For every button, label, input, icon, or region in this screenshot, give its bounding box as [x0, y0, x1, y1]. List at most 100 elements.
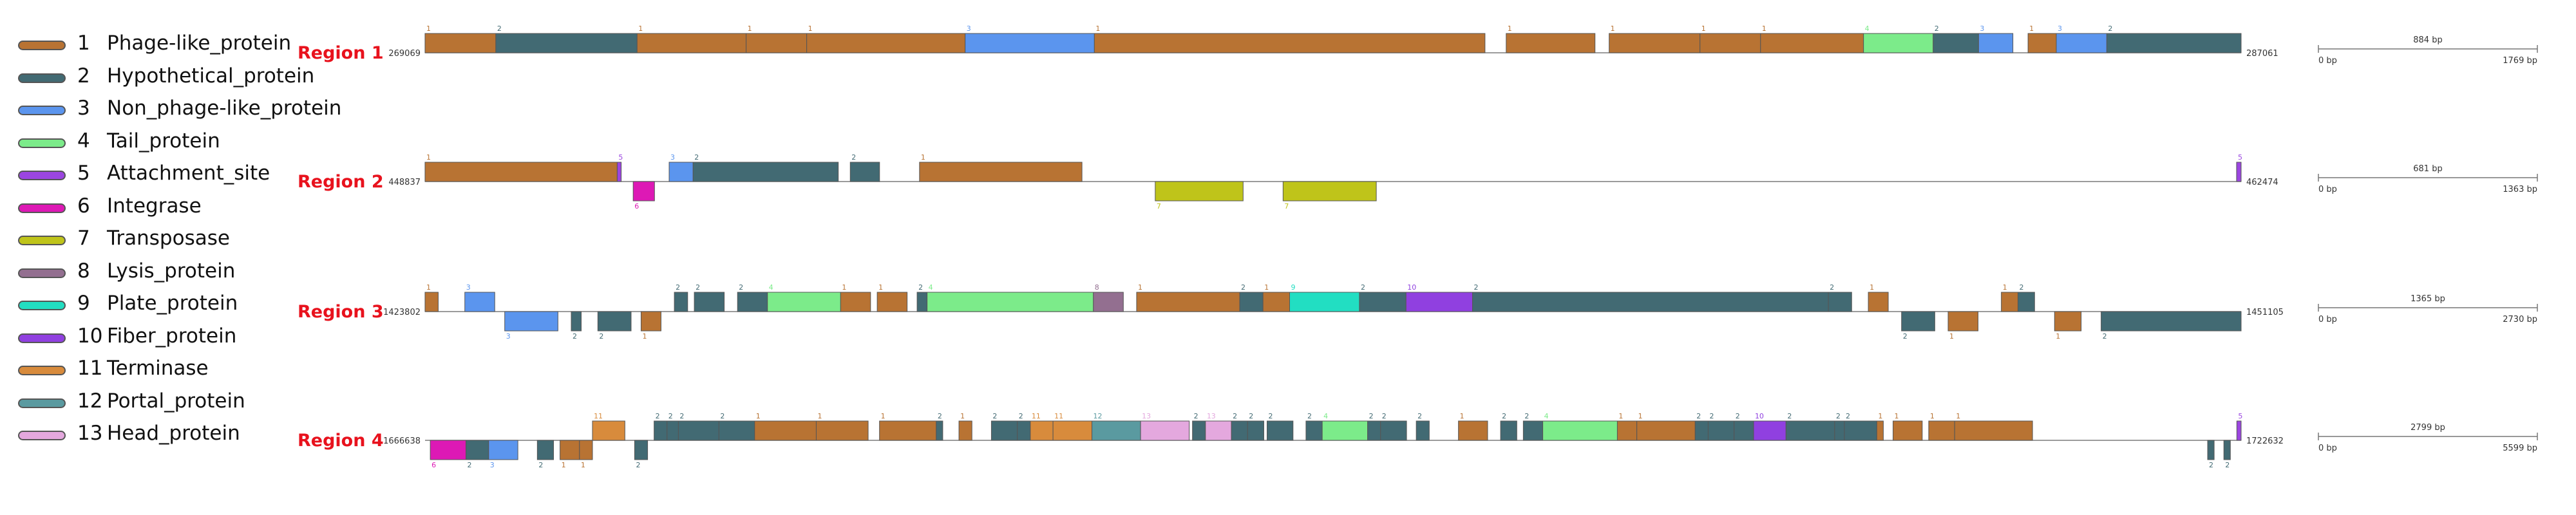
- gene-type-label: 10: [1755, 412, 1764, 420]
- legend-swatch: [18, 236, 66, 245]
- gene-block: [677, 420, 719, 441]
- legend-item: 6 Integrase: [13, 192, 348, 225]
- legend-item: 13 Head_protein: [13, 419, 348, 452]
- gene-block: [936, 420, 943, 441]
- legend: 1 Phage-like_protein 2 Hypothetical_protein…: [13, 29, 348, 452]
- gene-type-label: 3: [670, 153, 675, 162]
- legend-swatch: [18, 366, 66, 375]
- region-start: 448837: [388, 178, 421, 187]
- gene-type-label: 1: [1930, 412, 1935, 420]
- gene-block: [879, 420, 937, 441]
- gene-type-label: 1: [756, 412, 761, 420]
- gene-type-label: 2: [1417, 412, 1422, 420]
- scale-right-label: 2730 bp: [2503, 315, 2537, 324]
- gene-type-label: 1: [1949, 332, 1954, 341]
- gene-type-label: 1: [960, 412, 965, 420]
- gene-type-label: 2: [1709, 412, 1714, 420]
- region-start: 269069: [388, 49, 421, 59]
- gene-type-label: 1: [1762, 24, 1766, 33]
- gene-type-label: 1: [1095, 24, 1100, 33]
- legend-item: 12 Portal_protein: [13, 387, 348, 420]
- legend-item: 4 Tail_protein: [13, 127, 348, 160]
- scale-left-label: 0 bp: [2318, 315, 2337, 324]
- gene-block: [1933, 33, 1979, 53]
- gene-type-label: 2: [656, 412, 660, 420]
- gene-type-label: 2: [1935, 24, 1939, 33]
- gene-type-label: 1: [1701, 24, 1706, 33]
- gene-block: [1760, 33, 1864, 53]
- scale-left-label: 0 bp: [2318, 444, 2337, 453]
- gene-block: [1380, 420, 1407, 441]
- gene-type-label: 11: [594, 412, 603, 420]
- gene-type-label: 6: [431, 461, 436, 469]
- gene-block: [1321, 420, 1368, 441]
- legend-item: 9 Plate_protein: [13, 289, 348, 322]
- legend-number: 1: [77, 32, 90, 55]
- scale-label: 884 bp: [2413, 35, 2442, 45]
- gene-type-label: 2: [2103, 332, 2107, 341]
- gene-block: [1092, 420, 1141, 441]
- gene-block: [1192, 420, 1206, 441]
- region-start: 1666638: [383, 436, 421, 446]
- gene-type-label: 2: [1696, 412, 1701, 420]
- gene-block: [1785, 420, 1835, 441]
- legend-label: Attachment_site: [107, 162, 270, 185]
- gene-block: [1305, 420, 1323, 441]
- legend-label: Plate_protein: [107, 292, 238, 315]
- gene-block: [2223, 440, 2231, 460]
- gene-type-label: 2: [573, 332, 577, 341]
- gene-type-label: 10: [1407, 283, 1416, 292]
- gene-type-label: 1: [921, 153, 925, 162]
- gene-block: [464, 292, 495, 312]
- gene-block: [1140, 420, 1190, 441]
- gene-block: [1094, 33, 1486, 53]
- gene-type-label: 4: [929, 283, 933, 292]
- gene-type-label: 3: [2058, 24, 2062, 33]
- scale-right-label: 5599 bp: [2503, 444, 2537, 453]
- gene-block: [806, 33, 966, 53]
- gene-block: [466, 440, 489, 460]
- legend-number: 12: [77, 389, 103, 413]
- gene-block: [1405, 292, 1473, 312]
- region-end: 1451105: [2246, 308, 2284, 317]
- gene-type-label: 2: [1830, 283, 1834, 292]
- gene-type-label: 3: [466, 283, 471, 292]
- gene-block: [634, 440, 649, 460]
- gene-type-label: 4: [769, 283, 773, 292]
- gene-block: [990, 420, 1018, 441]
- gene-block: [737, 292, 768, 312]
- legend-number: 10: [77, 324, 103, 348]
- gene-type-label: 1: [878, 283, 883, 292]
- gene-block: [1017, 420, 1031, 441]
- legend-swatch: [18, 138, 66, 148]
- gene-block: [495, 33, 638, 53]
- gene-type-label: 2: [938, 412, 942, 420]
- gene-block: [1707, 420, 1735, 441]
- gene-type-label: 2: [636, 461, 640, 469]
- legend-number: 2: [77, 64, 90, 88]
- gene-block: [815, 420, 869, 441]
- legend-label: Head_protein: [107, 422, 240, 445]
- gene-type-label: 2: [918, 283, 923, 292]
- legend-number: 6: [77, 194, 90, 218]
- gene-type-label: 3: [967, 24, 971, 33]
- gene-type-label: 2: [599, 332, 603, 341]
- gene-type-label: 2: [1269, 412, 1273, 420]
- gene-block: [1978, 33, 2014, 53]
- gene-block: [718, 420, 755, 441]
- gene-block: [1282, 181, 1377, 201]
- gene-block: [965, 33, 1095, 53]
- region-label: Region 2: [298, 172, 384, 192]
- gene-block: [2001, 292, 2018, 312]
- gene-type-label: 1: [426, 283, 431, 292]
- gene-block: [2056, 33, 2107, 53]
- gene-block: [1052, 420, 1093, 441]
- gene-block: [1700, 33, 1761, 53]
- gene-type-label: 1: [1611, 24, 1615, 33]
- scale-label: 681 bp: [2413, 164, 2442, 174]
- legend-item: 2 Hypothetical_protein: [13, 62, 348, 95]
- gene-block: [592, 420, 625, 441]
- gene-block: [1928, 420, 1955, 441]
- gene-type-label: 2: [1846, 412, 1850, 420]
- gene-block: [1828, 292, 1852, 312]
